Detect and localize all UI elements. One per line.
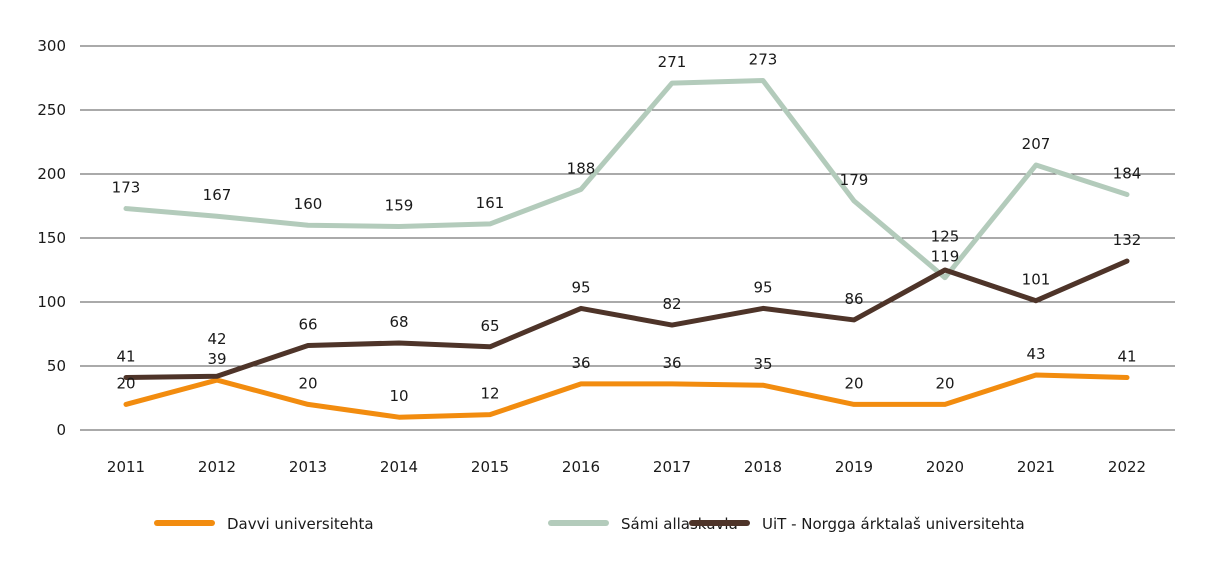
data-label: 167	[203, 186, 232, 204]
legend-label: UiT - Norgga árktalaš universitehta	[762, 515, 1025, 533]
x-tick-label: 2015	[471, 458, 509, 476]
series-line-0	[123, 372, 1130, 420]
y-tick-label: 150	[37, 229, 66, 247]
x-tick-label: 2017	[653, 458, 691, 476]
data-label: 184	[1113, 164, 1142, 182]
x-tick-label: 2011	[107, 458, 145, 476]
data-label: 173	[112, 179, 141, 197]
data-label: 82	[662, 295, 681, 313]
data-label: 207	[1022, 135, 1051, 153]
x-tick-label: 2016	[562, 458, 600, 476]
legend-label: Sámi allaskuvla	[621, 515, 738, 533]
data-label: 86	[844, 290, 863, 308]
x-tick-label: 2022	[1108, 458, 1146, 476]
data-label: 159	[385, 196, 414, 214]
x-tick-label: 2021	[1017, 458, 1055, 476]
y-tick-label: 200	[37, 165, 66, 183]
y-tick-label: 300	[37, 37, 66, 55]
x-tick-label: 2018	[744, 458, 782, 476]
x-tick-label: 2013	[289, 458, 327, 476]
series-line-2	[123, 258, 1130, 381]
y-tick-label: 100	[37, 293, 66, 311]
data-labels: 20 41 173 39 42 167 20 66 160 10 68 159 12 65 161 36 95 1…	[112, 51, 1142, 406]
data-label: 119	[931, 248, 960, 266]
data-label: 179	[840, 171, 869, 189]
data-label: 65	[480, 317, 499, 335]
x-tick-label: 2019	[835, 458, 873, 476]
data-label: 161	[476, 194, 505, 212]
x-tick-label: 2012	[198, 458, 236, 476]
data-label: 41	[116, 348, 135, 366]
series-lines	[123, 78, 1130, 420]
legend-label: Davvi universitehta	[227, 515, 374, 533]
data-label: 39	[207, 350, 226, 368]
y-tick-label: 0	[56, 421, 66, 439]
data-label: 36	[662, 354, 681, 372]
data-label: 20	[298, 374, 317, 392]
data-label: 95	[753, 278, 772, 296]
data-label: 160	[294, 195, 323, 213]
data-label: 12	[480, 385, 499, 403]
data-label: 271	[658, 53, 687, 71]
data-label: 125	[931, 228, 960, 246]
data-label: 41	[1117, 348, 1136, 366]
data-label: 68	[389, 313, 408, 331]
data-label: 20	[116, 374, 135, 392]
data-label: 101	[1022, 271, 1051, 289]
data-label: 42	[207, 330, 226, 348]
data-label: 95	[571, 278, 590, 296]
data-label: 10	[389, 387, 408, 405]
data-label: 132	[1113, 231, 1142, 249]
data-label: 43	[1026, 345, 1045, 363]
data-label: 66	[298, 316, 317, 334]
data-label: 35	[753, 355, 772, 373]
x-tick-label: 2020	[926, 458, 964, 476]
y-tick-label: 50	[47, 357, 66, 375]
x-tick-label: 2014	[380, 458, 418, 476]
data-label: 20	[844, 374, 863, 392]
y-tick-label: 250	[37, 101, 66, 119]
legend: Davvi universitehta Sámi allaskuvla UiT - …	[154, 515, 1025, 533]
data-label: 188	[567, 159, 596, 177]
data-label: 273	[749, 51, 778, 69]
x-axis: 2011 2012 2013 2014 2015 2016 2017 2018 2019 2020…	[107, 458, 1146, 476]
grid: 0 50 100 150 200 250 300	[37, 37, 1175, 439]
data-label: 20	[935, 374, 954, 392]
data-label: 36	[571, 354, 590, 372]
series-line-1	[123, 78, 1130, 281]
